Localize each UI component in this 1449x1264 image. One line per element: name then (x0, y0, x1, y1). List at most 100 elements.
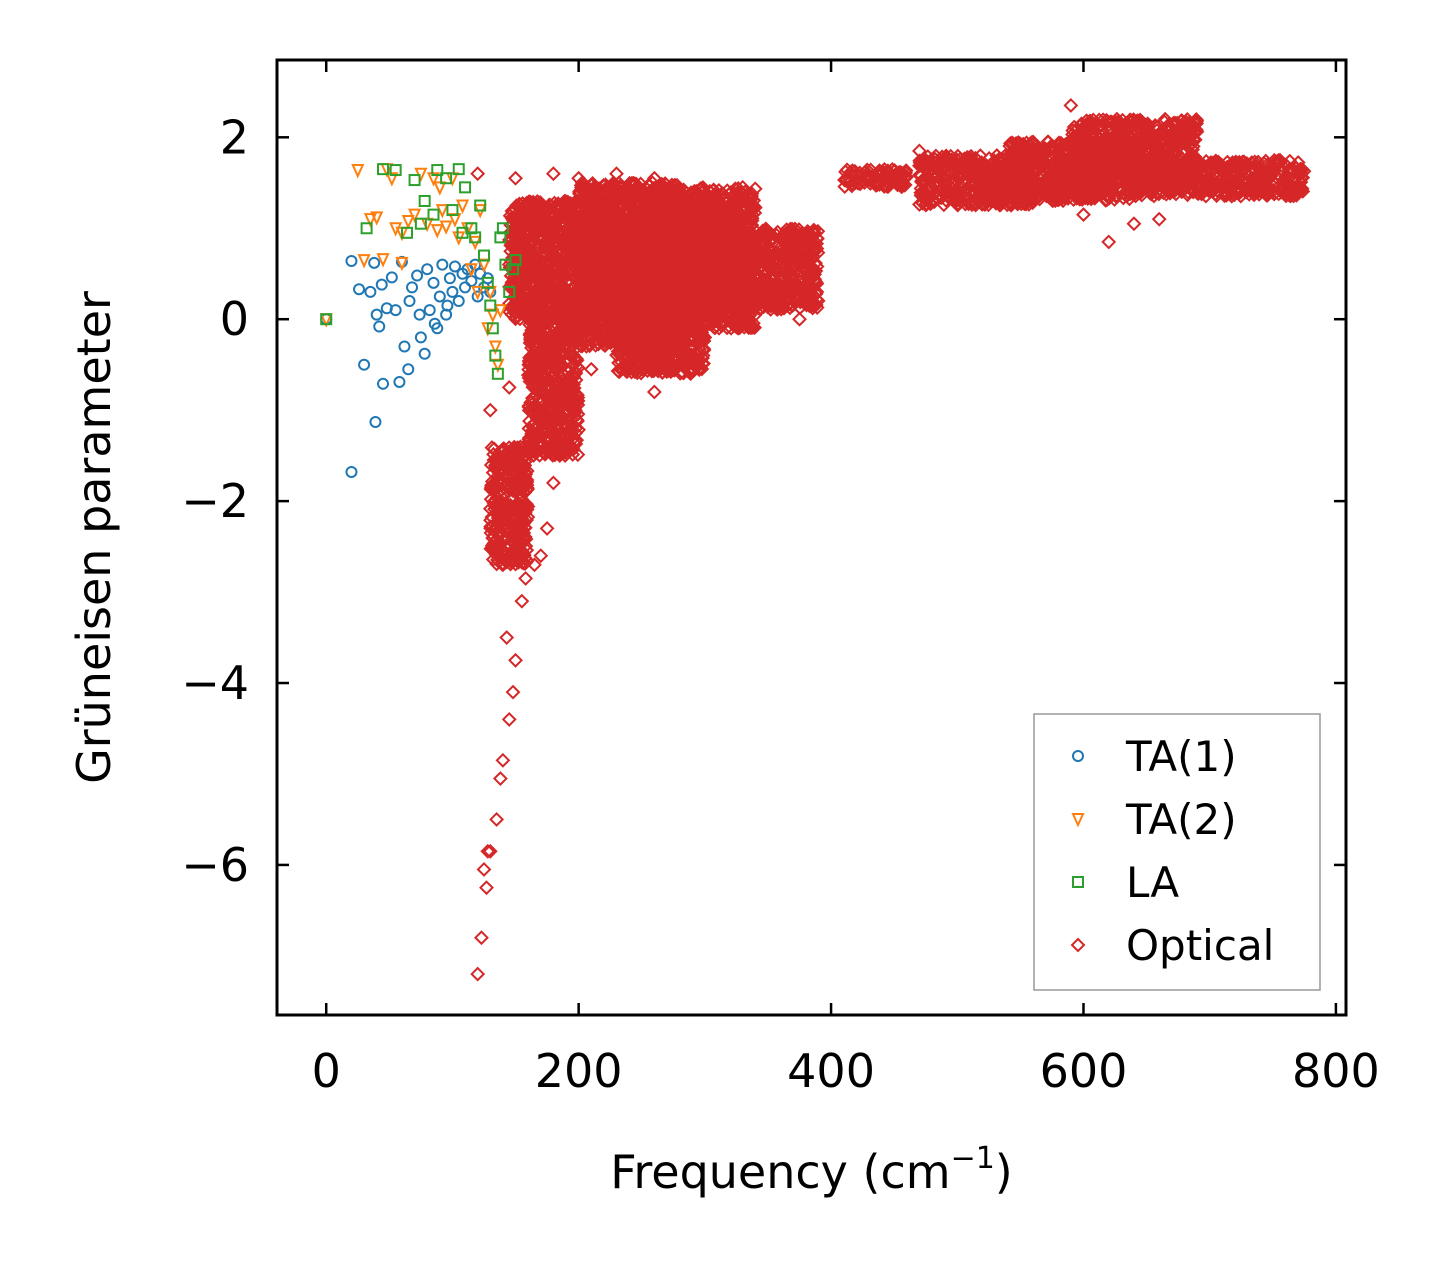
optical-point (648, 336, 664, 352)
optical-point (541, 200, 556, 216)
optical-point (620, 190, 636, 206)
optical-point (556, 298, 572, 314)
optical-point (526, 447, 541, 463)
optical-point (562, 440, 578, 456)
optical-point (690, 344, 705, 360)
optical-point (592, 222, 608, 238)
optical-point (547, 304, 563, 320)
optical-point (531, 345, 546, 360)
optical-point (637, 258, 653, 274)
optical-point (666, 329, 681, 344)
optical-point (583, 337, 598, 353)
optical-point (570, 406, 586, 422)
optical-point (667, 329, 683, 344)
optical-point (637, 346, 652, 362)
optical-point (510, 237, 526, 252)
optical-point (688, 359, 704, 375)
optical-point (535, 222, 551, 238)
optical-point (583, 190, 598, 206)
optical-point (493, 450, 509, 466)
optical-point (526, 395, 541, 411)
optical-point (570, 413, 585, 429)
optical-point (517, 275, 533, 290)
optical-point (605, 177, 620, 193)
optical-point (504, 307, 520, 323)
optical-point (590, 329, 606, 345)
optical-point (622, 306, 638, 322)
optical-point (628, 240, 644, 256)
optical-point (488, 459, 504, 475)
optical-point (596, 183, 612, 199)
optical-point (624, 323, 640, 339)
optical-point (559, 321, 575, 337)
optical-point (631, 203, 647, 219)
optical-point (509, 263, 525, 278)
optical-point (485, 541, 501, 557)
optical-point (517, 285, 533, 301)
optical-point (508, 296, 524, 312)
optical-point (539, 234, 555, 250)
optical-point (609, 317, 625, 333)
optical-point (539, 369, 555, 385)
optical-point (579, 338, 594, 354)
optical-point (519, 255, 535, 271)
optical-point (565, 348, 581, 364)
optical-point (516, 556, 532, 571)
optical-point (574, 268, 590, 284)
optical-point (552, 407, 568, 423)
optical-point (513, 508, 528, 524)
optical-point (534, 385, 550, 400)
optical-point (611, 247, 627, 263)
optical-point (587, 262, 602, 278)
optical-point (611, 266, 627, 282)
optical-point (574, 318, 590, 334)
optical-point (687, 351, 703, 367)
optical-point (614, 361, 630, 377)
optical-point (544, 217, 559, 232)
optical-point (498, 453, 514, 469)
optical-point (514, 543, 530, 559)
optical-point (583, 224, 599, 240)
optical-point (658, 358, 674, 374)
optical-point (557, 444, 573, 459)
optical-point (618, 361, 634, 377)
optical-point (538, 288, 553, 304)
optical-point (580, 207, 596, 222)
optical-point (631, 220, 646, 236)
optical-point (538, 266, 554, 282)
optical-point (609, 186, 624, 202)
optical-point (630, 324, 646, 340)
optical-point (508, 467, 524, 483)
optical-point (576, 263, 591, 279)
optical-point (605, 185, 620, 201)
optical-point (636, 184, 652, 200)
optical-point (504, 276, 520, 292)
optical-point (519, 542, 535, 558)
optical-point (528, 322, 544, 338)
optical-point (566, 351, 582, 367)
optical-point (482, 501, 498, 517)
optical-point (610, 325, 626, 341)
optical-point (546, 334, 562, 350)
optical-point (530, 240, 545, 255)
optical-point (552, 322, 568, 338)
optical-point (557, 374, 573, 390)
optical-point (558, 193, 574, 209)
optical-point (628, 292, 644, 308)
optical-point (543, 249, 559, 265)
optical-point (511, 196, 527, 212)
optical-point (611, 294, 626, 310)
optical-point (521, 399, 537, 415)
optical-point (516, 215, 532, 231)
optical-point (546, 397, 561, 413)
optical-point (566, 417, 582, 433)
optical-point (595, 202, 611, 218)
optical-point (611, 355, 627, 371)
optical-point (644, 333, 660, 349)
optical-point (620, 320, 635, 336)
optical-point (521, 370, 537, 386)
optical-point (686, 339, 701, 354)
optical-point (531, 385, 547, 400)
optical-point (547, 358, 563, 374)
optical-point (502, 208, 518, 224)
